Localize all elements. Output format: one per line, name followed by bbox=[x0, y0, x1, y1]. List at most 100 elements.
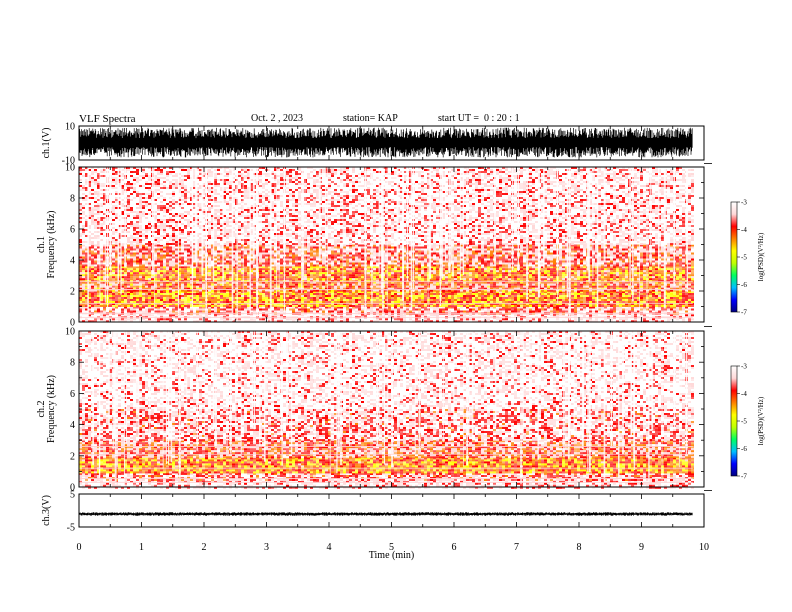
spectrogram-cell bbox=[358, 297, 361, 299]
spectrogram-cell bbox=[679, 284, 682, 286]
spectrogram-cell bbox=[265, 311, 268, 313]
spectrogram-cell bbox=[559, 268, 562, 270]
spectrogram-cell bbox=[328, 297, 331, 299]
spectrogram-cell bbox=[562, 268, 565, 270]
spectrogram-cell bbox=[166, 268, 169, 270]
spectrogram-cell bbox=[640, 309, 643, 311]
spectrogram-cell bbox=[457, 301, 460, 303]
spectrogram-cell bbox=[508, 284, 511, 286]
spectrogram-cell bbox=[166, 301, 169, 303]
spectrogram-cell bbox=[136, 268, 139, 270]
spectrogram-cell bbox=[229, 318, 232, 320]
spectrogram-cell bbox=[535, 299, 538, 301]
spectrogram-cell bbox=[430, 290, 433, 292]
spectrogram-cell bbox=[460, 318, 463, 320]
spectrogram-cell bbox=[646, 311, 649, 313]
spectrogram-cell bbox=[592, 299, 595, 301]
spectrogram-cell bbox=[469, 286, 472, 288]
spectrogram-cell bbox=[322, 299, 325, 301]
spectrogram-cell bbox=[418, 290, 421, 292]
spectrogram-cell bbox=[103, 309, 106, 311]
spectrogram-cell bbox=[508, 293, 511, 295]
spectrogram-cell bbox=[163, 318, 166, 320]
spectrogram-cell bbox=[145, 305, 148, 307]
spectrogram-cell bbox=[547, 290, 550, 292]
spectrogram-cell bbox=[196, 297, 199, 299]
spectrogram-cell bbox=[142, 305, 145, 307]
spectrogram-cell bbox=[238, 286, 241, 288]
spectrogram-cell bbox=[307, 290, 310, 292]
spectrogram-cell bbox=[211, 293, 214, 295]
spectrogram-cell bbox=[241, 299, 244, 301]
spectrogram-cell bbox=[289, 284, 292, 286]
spectrogram-cell bbox=[433, 293, 436, 295]
spectrogram-cell bbox=[373, 301, 376, 303]
spectrogram-cell bbox=[130, 318, 133, 320]
spectrogram-cell bbox=[481, 270, 484, 272]
spectrogram-cell bbox=[469, 272, 472, 274]
spectrogram-cell bbox=[280, 272, 283, 274]
spectrogram-cell bbox=[550, 290, 553, 292]
spectrogram-cell bbox=[469, 295, 472, 297]
spectrogram-cell bbox=[376, 297, 379, 299]
spectrogram-cell bbox=[499, 299, 502, 301]
spectrogram-cell bbox=[394, 286, 397, 288]
spectrogram-cell bbox=[532, 272, 535, 274]
spectrogram-cell bbox=[541, 318, 544, 320]
spectrogram-cell bbox=[172, 274, 175, 276]
spectrogram-cell bbox=[301, 299, 304, 301]
spectrogram-cell bbox=[253, 295, 256, 297]
spectrogram-cell bbox=[643, 299, 646, 301]
spectrogram-cell bbox=[193, 295, 196, 297]
spectrogram-cell bbox=[148, 272, 151, 274]
spectrogram-cell bbox=[220, 297, 223, 299]
spectrogram-cell bbox=[406, 305, 409, 307]
spectrogram-cell bbox=[388, 295, 391, 297]
spectrogram-cell bbox=[427, 290, 430, 292]
spectrogram-cell bbox=[502, 311, 505, 313]
spectrogram-cell bbox=[448, 284, 451, 286]
spectrogram-cell bbox=[478, 290, 481, 292]
spectrogram-cell bbox=[559, 286, 562, 288]
spectrogram-cell bbox=[667, 309, 670, 311]
spectrogram-cell bbox=[448, 297, 451, 299]
spectrogram-cell bbox=[478, 293, 481, 295]
spectrogram-cell bbox=[565, 305, 568, 307]
spectrogram-cell bbox=[172, 286, 175, 288]
spectrogram-cell bbox=[340, 290, 343, 292]
spectrogram-cell bbox=[514, 295, 517, 297]
spectrogram-cell bbox=[397, 290, 400, 292]
spectrogram-cell bbox=[376, 295, 379, 297]
spectrogram-cell bbox=[130, 293, 133, 295]
spectrogram-cell bbox=[229, 309, 232, 311]
spectrogram-cell bbox=[352, 305, 355, 307]
spectrogram-cell bbox=[466, 274, 469, 276]
spectrogram-cell bbox=[229, 295, 232, 297]
spectrogram-cell bbox=[610, 286, 613, 288]
spectrogram-cell bbox=[604, 295, 607, 297]
spectrogram-cell bbox=[346, 286, 349, 288]
spectrogram-cell bbox=[394, 295, 397, 297]
spectrogram-cell bbox=[358, 311, 361, 313]
spectrogram-cell bbox=[634, 270, 637, 272]
spectrogram-cell bbox=[502, 299, 505, 301]
spectrogram-cell bbox=[136, 297, 139, 299]
spectrogram-cell bbox=[367, 297, 370, 299]
spectrogram-cell bbox=[610, 272, 613, 274]
spectrogram-cell bbox=[649, 299, 652, 301]
spectrogram-cell bbox=[82, 299, 85, 301]
spectrogram-cell bbox=[550, 299, 553, 301]
spectrogram-cell bbox=[187, 305, 190, 307]
spectrogram-cell bbox=[502, 297, 505, 299]
spectrogram-cell bbox=[523, 272, 526, 274]
spectrogram-cell bbox=[508, 309, 511, 311]
spectrogram-cell bbox=[667, 297, 670, 299]
spectrogram-cell bbox=[532, 301, 535, 303]
spectrogram-cell bbox=[586, 295, 589, 297]
spectrogram-cell bbox=[112, 305, 115, 307]
spectrogram-cell bbox=[529, 318, 532, 320]
spectrogram-cell bbox=[670, 305, 673, 307]
spectrogram-cell bbox=[643, 290, 646, 292]
spectrogram-cell bbox=[142, 311, 145, 313]
spectrogram-cell bbox=[196, 309, 199, 311]
